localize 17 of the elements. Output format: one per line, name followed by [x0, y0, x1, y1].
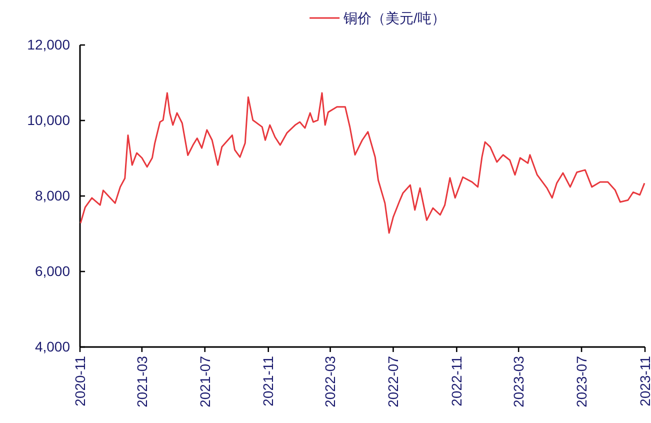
x-tick-label: 2022-07 — [385, 356, 402, 408]
x-tick-label: 2020-11 — [72, 356, 88, 406]
y-tick-label: 12,000 — [27, 36, 70, 52]
x-tick-label: 2023-11 — [636, 356, 651, 406]
x-tick-label: 2021-11 — [260, 356, 276, 406]
x-tick-label: 2023-03 — [510, 356, 526, 408]
legend-label: 铜价（美元/吨） — [342, 10, 446, 26]
y-tick-label: 8,000 — [34, 187, 70, 204]
x-tick-label: 2021-07 — [196, 356, 213, 408]
x-tick-label: 2023-07 — [573, 356, 590, 408]
y-tick-label: 4,000 — [34, 338, 70, 354]
x-tick-label: 2022-11 — [448, 356, 465, 406]
x-tick-label: 2021-03 — [134, 356, 150, 408]
line-series — [80, 92, 646, 234]
x-tick-label: 2022-03 — [322, 356, 338, 408]
y-tick-label: 6,000 — [34, 262, 70, 279]
y-tick-label: 10,000 — [27, 112, 70, 128]
